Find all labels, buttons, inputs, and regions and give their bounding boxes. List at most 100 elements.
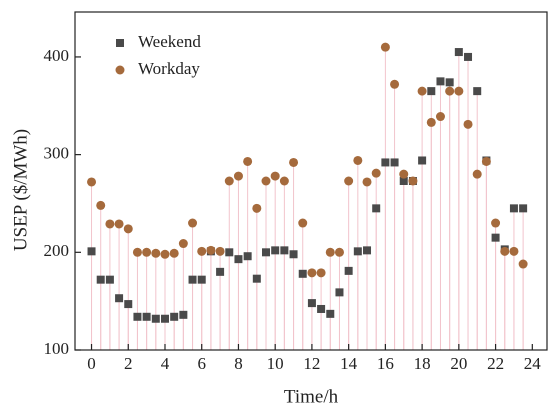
marker — [252, 203, 262, 213]
marker — [472, 169, 482, 179]
marker — [96, 200, 106, 210]
marker — [325, 247, 335, 257]
x-tick-label: 8 — [234, 354, 243, 373]
plot-frame — [74, 11, 548, 351]
marker — [316, 268, 326, 278]
marker — [454, 48, 463, 57]
y-tick-label: 400 — [44, 46, 70, 65]
marker — [179, 310, 188, 319]
y-tick-label: 100 — [44, 339, 70, 358]
marker — [509, 204, 518, 213]
marker — [105, 219, 115, 229]
marker — [353, 247, 362, 256]
marker — [252, 274, 261, 283]
marker — [344, 266, 353, 275]
marker — [142, 247, 152, 257]
marker — [334, 247, 344, 257]
marker — [270, 171, 280, 181]
marker — [390, 158, 399, 167]
y-tick-label: 300 — [44, 144, 70, 163]
marker — [280, 246, 289, 255]
marker — [160, 249, 170, 259]
marker — [363, 246, 372, 255]
marker — [491, 233, 500, 242]
marker — [418, 156, 427, 165]
marker — [390, 79, 400, 89]
marker — [261, 176, 271, 186]
marker — [123, 224, 133, 234]
marker — [307, 299, 316, 308]
marker — [206, 245, 216, 255]
marker — [445, 78, 454, 87]
marker — [362, 177, 372, 187]
marker — [473, 87, 482, 96]
marker — [124, 300, 133, 309]
x-tick-label: 16 — [377, 354, 394, 373]
marker — [216, 267, 225, 276]
marker — [454, 86, 464, 96]
marker — [133, 312, 142, 321]
y-axis-label: USEP ($/MWh) — [10, 129, 31, 251]
marker — [298, 218, 308, 228]
x-tick-label: 22 — [487, 354, 504, 373]
legend-label: Workday — [138, 59, 200, 78]
marker — [243, 252, 252, 261]
marker — [519, 204, 528, 213]
y-tick-label: 200 — [44, 241, 70, 260]
marker — [151, 248, 161, 258]
x-tick-label: 14 — [340, 354, 358, 373]
marker — [380, 42, 390, 52]
marker — [224, 176, 234, 186]
x-tick-label: 20 — [450, 354, 467, 373]
marker — [188, 218, 198, 228]
x-axis-label: Time/h — [284, 386, 339, 407]
marker — [169, 248, 179, 258]
marker — [481, 156, 491, 166]
marker — [233, 171, 243, 181]
marker — [381, 158, 390, 167]
marker — [491, 218, 501, 228]
marker — [197, 246, 207, 256]
marker — [279, 176, 289, 186]
marker — [114, 219, 124, 229]
x-tick-label: 12 — [303, 354, 320, 373]
marker — [426, 117, 436, 127]
marker — [436, 77, 445, 86]
marker — [463, 119, 473, 129]
marker — [87, 247, 96, 256]
x-tick-label: 18 — [414, 354, 431, 373]
x-tick-label: 4 — [161, 354, 170, 373]
marker — [371, 168, 381, 178]
marker — [372, 204, 381, 213]
marker — [170, 312, 179, 321]
marker — [234, 255, 243, 264]
marker — [132, 247, 142, 257]
marker — [335, 288, 344, 297]
legend-label: Weekend — [138, 32, 201, 51]
legend-marker — [115, 65, 125, 75]
marker — [307, 268, 317, 278]
marker — [87, 177, 97, 187]
marker — [225, 248, 234, 257]
x-tick-label: 0 — [87, 354, 96, 373]
marker — [399, 169, 409, 179]
marker — [142, 312, 151, 321]
marker — [326, 309, 335, 318]
marker — [188, 275, 197, 284]
marker — [178, 239, 188, 249]
marker — [417, 86, 427, 96]
marker — [518, 259, 528, 269]
marker — [408, 176, 418, 186]
marker — [500, 246, 510, 256]
x-tick-label: 2 — [124, 354, 133, 373]
x-tick-label: 10 — [267, 354, 284, 373]
marker — [464, 52, 473, 61]
marker — [317, 304, 326, 313]
marker — [151, 314, 160, 323]
marker — [353, 155, 363, 165]
marker — [289, 157, 299, 167]
marker — [445, 86, 455, 96]
legend-marker — [116, 39, 124, 47]
marker — [160, 314, 169, 323]
marker — [197, 275, 206, 284]
